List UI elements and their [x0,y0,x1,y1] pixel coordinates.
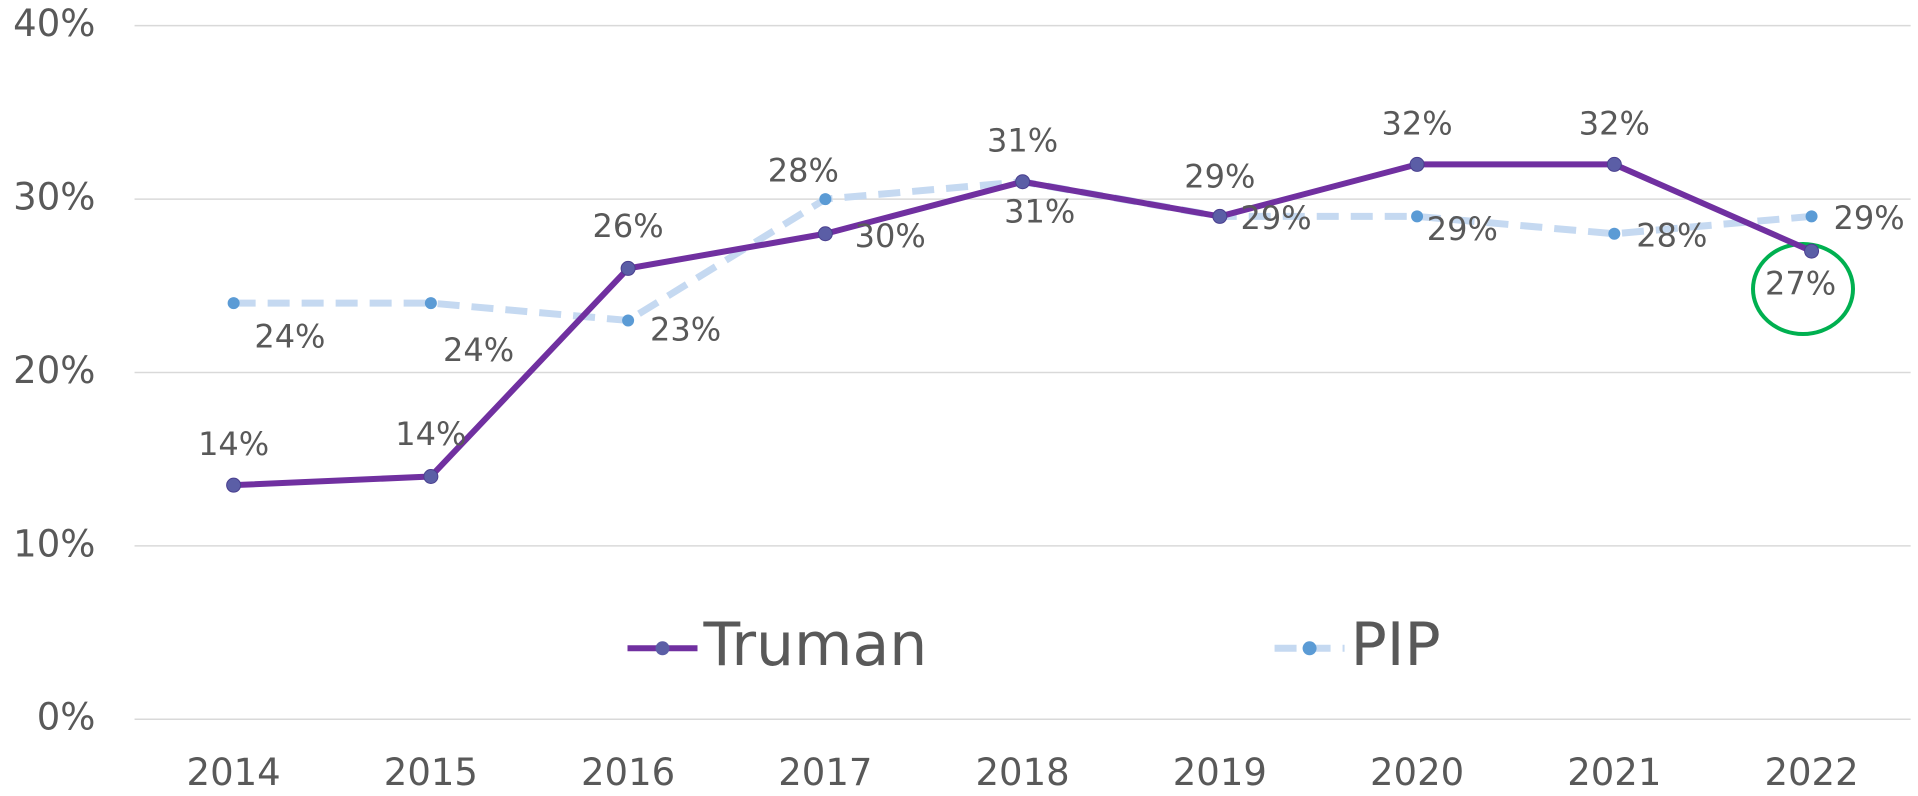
data-label: 29% [1427,210,1498,248]
data-label: 30% [855,217,926,255]
data-point [1805,210,1818,223]
legend-marker [655,641,670,656]
data-label: 24% [443,331,514,369]
data-point [620,260,636,276]
data-label: 23% [650,310,721,348]
data-label: 27% [1765,264,1836,302]
data-label: 31% [987,122,1058,160]
legend-label: PIP [1351,610,1441,680]
y-tick-label: 40% [13,2,95,45]
data-point [1212,208,1228,224]
data-point [1409,156,1425,172]
y-tick-label: 10% [13,522,95,565]
data-point [1606,156,1622,172]
x-tick-label: 2016 [581,751,675,794]
data-label: 28% [1636,216,1707,254]
data-label: 29% [1833,199,1904,237]
data-label: 32% [1382,104,1453,142]
x-tick-label: 2017 [778,751,872,794]
data-point [1608,227,1621,240]
data-label: 14% [198,425,269,463]
x-tick-label: 2022 [1764,751,1858,794]
data-label: 29% [1184,157,1255,195]
legend-label: Truman [703,610,928,680]
highlight-circle [1751,242,1855,336]
data-label: 26% [593,207,664,245]
data-label: 28% [768,152,839,190]
data-point [226,477,242,493]
data-point [622,314,635,327]
data-label: 29% [1241,199,1312,237]
x-tick-label: 2018 [976,751,1070,794]
legend-marker [1302,641,1317,656]
data-point [1411,210,1424,223]
data-label: 32% [1579,104,1650,142]
data-point [817,226,833,242]
data-label: 24% [254,318,325,356]
data-point [819,193,832,206]
data-point [423,468,439,484]
data-point [1804,243,1820,259]
data-point [227,297,240,310]
x-tick-label: 2014 [187,751,281,794]
y-tick-label: 30% [13,176,95,219]
data-label: 14% [395,415,466,453]
data-label: 31% [1004,193,1075,231]
x-tick-label: 2021 [1567,751,1661,794]
x-tick-label: 2015 [384,751,478,794]
x-tick-label: 2020 [1370,751,1464,794]
data-point [1015,174,1031,190]
y-tick-label: 0% [37,696,96,739]
y-tick-label: 20% [13,349,95,392]
data-point [424,297,437,310]
x-tick-label: 2019 [1173,751,1267,794]
